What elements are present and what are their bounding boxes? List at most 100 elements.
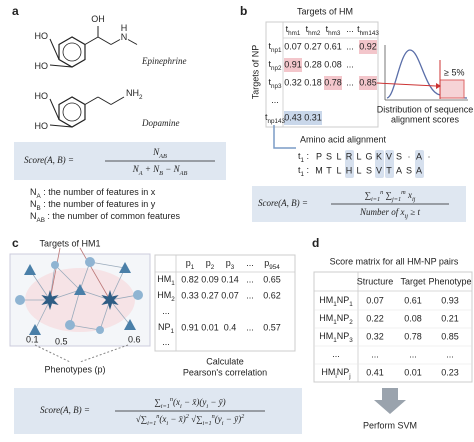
row-header: tnp1 — [268, 41, 282, 54]
phenotype-triangle — [74, 284, 86, 295]
subscript: hm1 — [288, 30, 301, 37]
residue: T — [386, 165, 392, 175]
text-part: ∑ — [365, 190, 371, 200]
text-part: p — [186, 258, 191, 268]
table-frame — [154, 254, 296, 352]
subscript: 1 — [301, 157, 305, 164]
residue: L — [336, 165, 341, 175]
row-header: HM1 — [157, 274, 175, 287]
highlight-cell — [284, 111, 322, 125]
cell-value: 0.01 — [404, 367, 422, 377]
text-part: N — [121, 32, 128, 42]
line — [127, 39, 138, 45]
connector — [273, 125, 296, 149]
text-part: ... — [246, 258, 254, 268]
cell-value: 0.61 — [404, 295, 422, 305]
text-part: HM — [321, 367, 335, 377]
text-part: ... — [346, 24, 354, 34]
line — [49, 98, 60, 120]
cell-value: 0.14 — [221, 274, 239, 284]
highlight-cell — [284, 58, 302, 72]
cell-value: 0.07 — [284, 41, 302, 51]
subscript: hm2 — [308, 30, 321, 37]
line — [49, 64, 73, 68]
network-edge — [99, 299, 111, 331]
subscript: 1 — [349, 301, 353, 308]
edge-weight: 0.1 — [26, 334, 39, 344]
residue: G — [365, 151, 372, 161]
superscript: n — [170, 396, 173, 403]
cell-value: 0.4 — [224, 322, 237, 332]
residue: P — [316, 151, 322, 161]
row-header: tnp143 — [265, 112, 286, 125]
subscript: 1 — [171, 328, 175, 335]
column-header: thm2 — [306, 24, 321, 37]
subscript: AB — [37, 217, 45, 224]
network-node — [65, 320, 75, 330]
network-caption: Phenotypes (p) — [44, 364, 105, 374]
residue: S — [396, 151, 402, 161]
text-part: HO — [35, 61, 49, 71]
row-header: HMiNPj — [321, 367, 350, 380]
cell-value: ... — [409, 349, 417, 359]
cell-value: 0.01 — [201, 322, 219, 332]
column-header: p1 — [186, 258, 195, 271]
cell-value: 0.78 — [324, 77, 342, 87]
subscript: 954 — [269, 264, 280, 271]
formula-denominator: √∑i=1n(xi − x̄)2 √∑i=1n(yi − ȳ)2 — [136, 413, 245, 427]
residue: · — [408, 151, 411, 161]
text-part: (x — [159, 414, 166, 424]
network-node — [85, 257, 95, 267]
superscript: 2 — [241, 413, 245, 420]
column-header: p954 — [264, 258, 280, 271]
phenotype-triangle — [119, 262, 131, 273]
text-part: √∑ — [189, 414, 203, 424]
cell-value: 0.92 — [359, 41, 377, 51]
arrow-head — [436, 83, 441, 89]
formula-numerator: ∑i=1n(xi − x̄)(yi − ȳ) — [154, 396, 225, 410]
cell-value: 0.85 — [359, 77, 377, 87]
text-part: ... — [162, 306, 170, 316]
cell-value: ... — [371, 349, 379, 359]
cell-value: 0.82 — [181, 274, 199, 284]
text-part: t — [326, 24, 329, 34]
network-node — [51, 261, 59, 269]
line — [97, 36, 112, 45]
column-title: Targets of HM — [297, 6, 353, 16]
residue: M — [315, 165, 323, 175]
text-part: NP — [337, 331, 350, 341]
matrix-title: Score matrix for all HM-NP pairs — [330, 256, 459, 266]
threshold-box — [439, 79, 465, 99]
formula-numerator: NAB — [152, 147, 167, 160]
superscript: n — [380, 189, 383, 196]
network-node — [96, 326, 104, 334]
edge-weight: 0.6 — [128, 334, 141, 344]
row-header: HM1NP3 — [319, 331, 353, 344]
atom-label: HO — [35, 31, 49, 41]
target-star — [101, 290, 119, 310]
text-part: HM — [319, 331, 333, 341]
cell-value: 0.33 — [181, 290, 199, 300]
target-star — [41, 290, 59, 310]
text-part: : the number of features in y — [41, 199, 156, 209]
text-part: N — [152, 147, 160, 157]
cell-value: 0.22 — [366, 313, 384, 323]
line — [110, 39, 121, 45]
row-title: Targets of NP — [250, 45, 260, 100]
cell-value: 0.78 — [404, 331, 422, 341]
alignment-highlight — [345, 150, 354, 178]
plot-caption: Distribution of sequence — [377, 104, 474, 114]
cell-value: 0.27 — [201, 290, 219, 300]
subscript: j=1 — [391, 196, 401, 203]
residue: L — [336, 151, 341, 161]
subscript: 3 — [231, 264, 235, 271]
text-part: ... — [271, 95, 279, 105]
network-node — [15, 295, 25, 305]
row-header: tnp3 — [268, 77, 282, 90]
row-header: tnp2 — [268, 59, 282, 72]
text-part: HO — [35, 91, 49, 101]
cell-value: ... — [346, 41, 354, 51]
subscript: hm143 — [360, 30, 380, 37]
subscript: np1 — [271, 47, 282, 54]
text-part: ... — [332, 349, 340, 359]
